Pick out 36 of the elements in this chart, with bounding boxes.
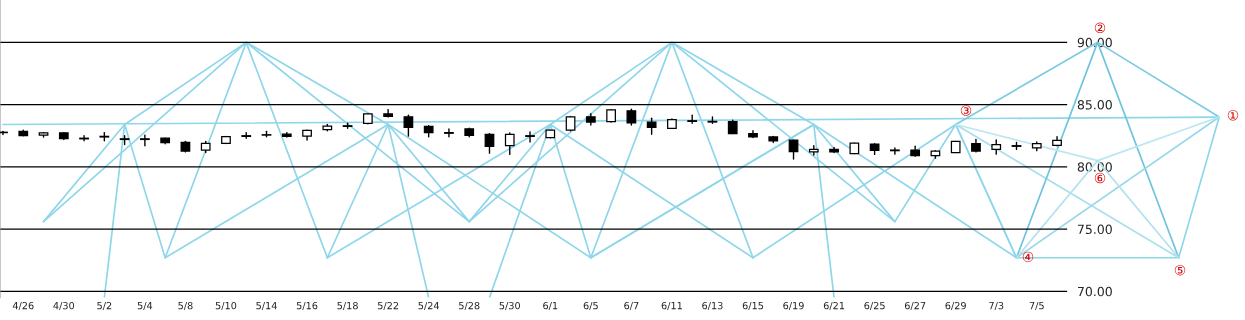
x-tick-label: 5/30 [499,301,521,311]
x-tick-label: 5/16 [296,301,318,311]
x-tick-label: 4/30 [53,301,75,311]
annotation: ⑥ [1094,172,1106,184]
y-tick-label: 75.00 [1077,224,1112,235]
x-tick-label: 6/5 [583,301,598,311]
x-tick-label: 5/28 [459,301,480,311]
x-tick-label: 6/27 [904,301,926,311]
x-tick-label: 4/26 [12,301,34,311]
annotation: ④ [1022,251,1034,263]
x-tick-label: 6/11 [661,301,682,311]
x-tick-label: 5/24 [418,301,440,311]
x-tick-label: 5/10 [215,301,237,311]
y-tick-label: 70.00 [1077,286,1112,297]
x-tick-label: 5/8 [178,301,193,311]
x-tick-label: 6/15 [742,301,764,311]
x-tick-label: 6/29 [945,301,966,311]
x-tick-label: 6/25 [864,301,885,311]
x-tick-label: 5/14 [256,302,277,311]
x-tick-label: 6/13 [702,301,723,311]
x-tick-label: 6/19 [783,301,804,311]
y-tick-label: 85.00 [1077,100,1112,110]
x-tick-label: 5/2 [97,301,112,311]
x-tick-label: 6/7 [624,301,639,311]
x-tick-label: 7/5 [1029,302,1044,311]
annotation: ① [1227,110,1239,121]
x-tick-label: 5/4 [137,302,153,311]
annotation: ③ [960,105,972,116]
annotation: ⑤ [1174,264,1186,276]
y-tick-label: 80.00 [1077,162,1112,172]
x-tick-label: 5/18 [337,301,358,311]
x-tick-label: 7/3 [989,301,1004,311]
x-tick-label: 6/21 [823,301,845,311]
x-tick-label: 5/22 [377,301,399,311]
x-tick-label: 6/1 [543,301,558,311]
annotation: ② [1094,22,1106,33]
